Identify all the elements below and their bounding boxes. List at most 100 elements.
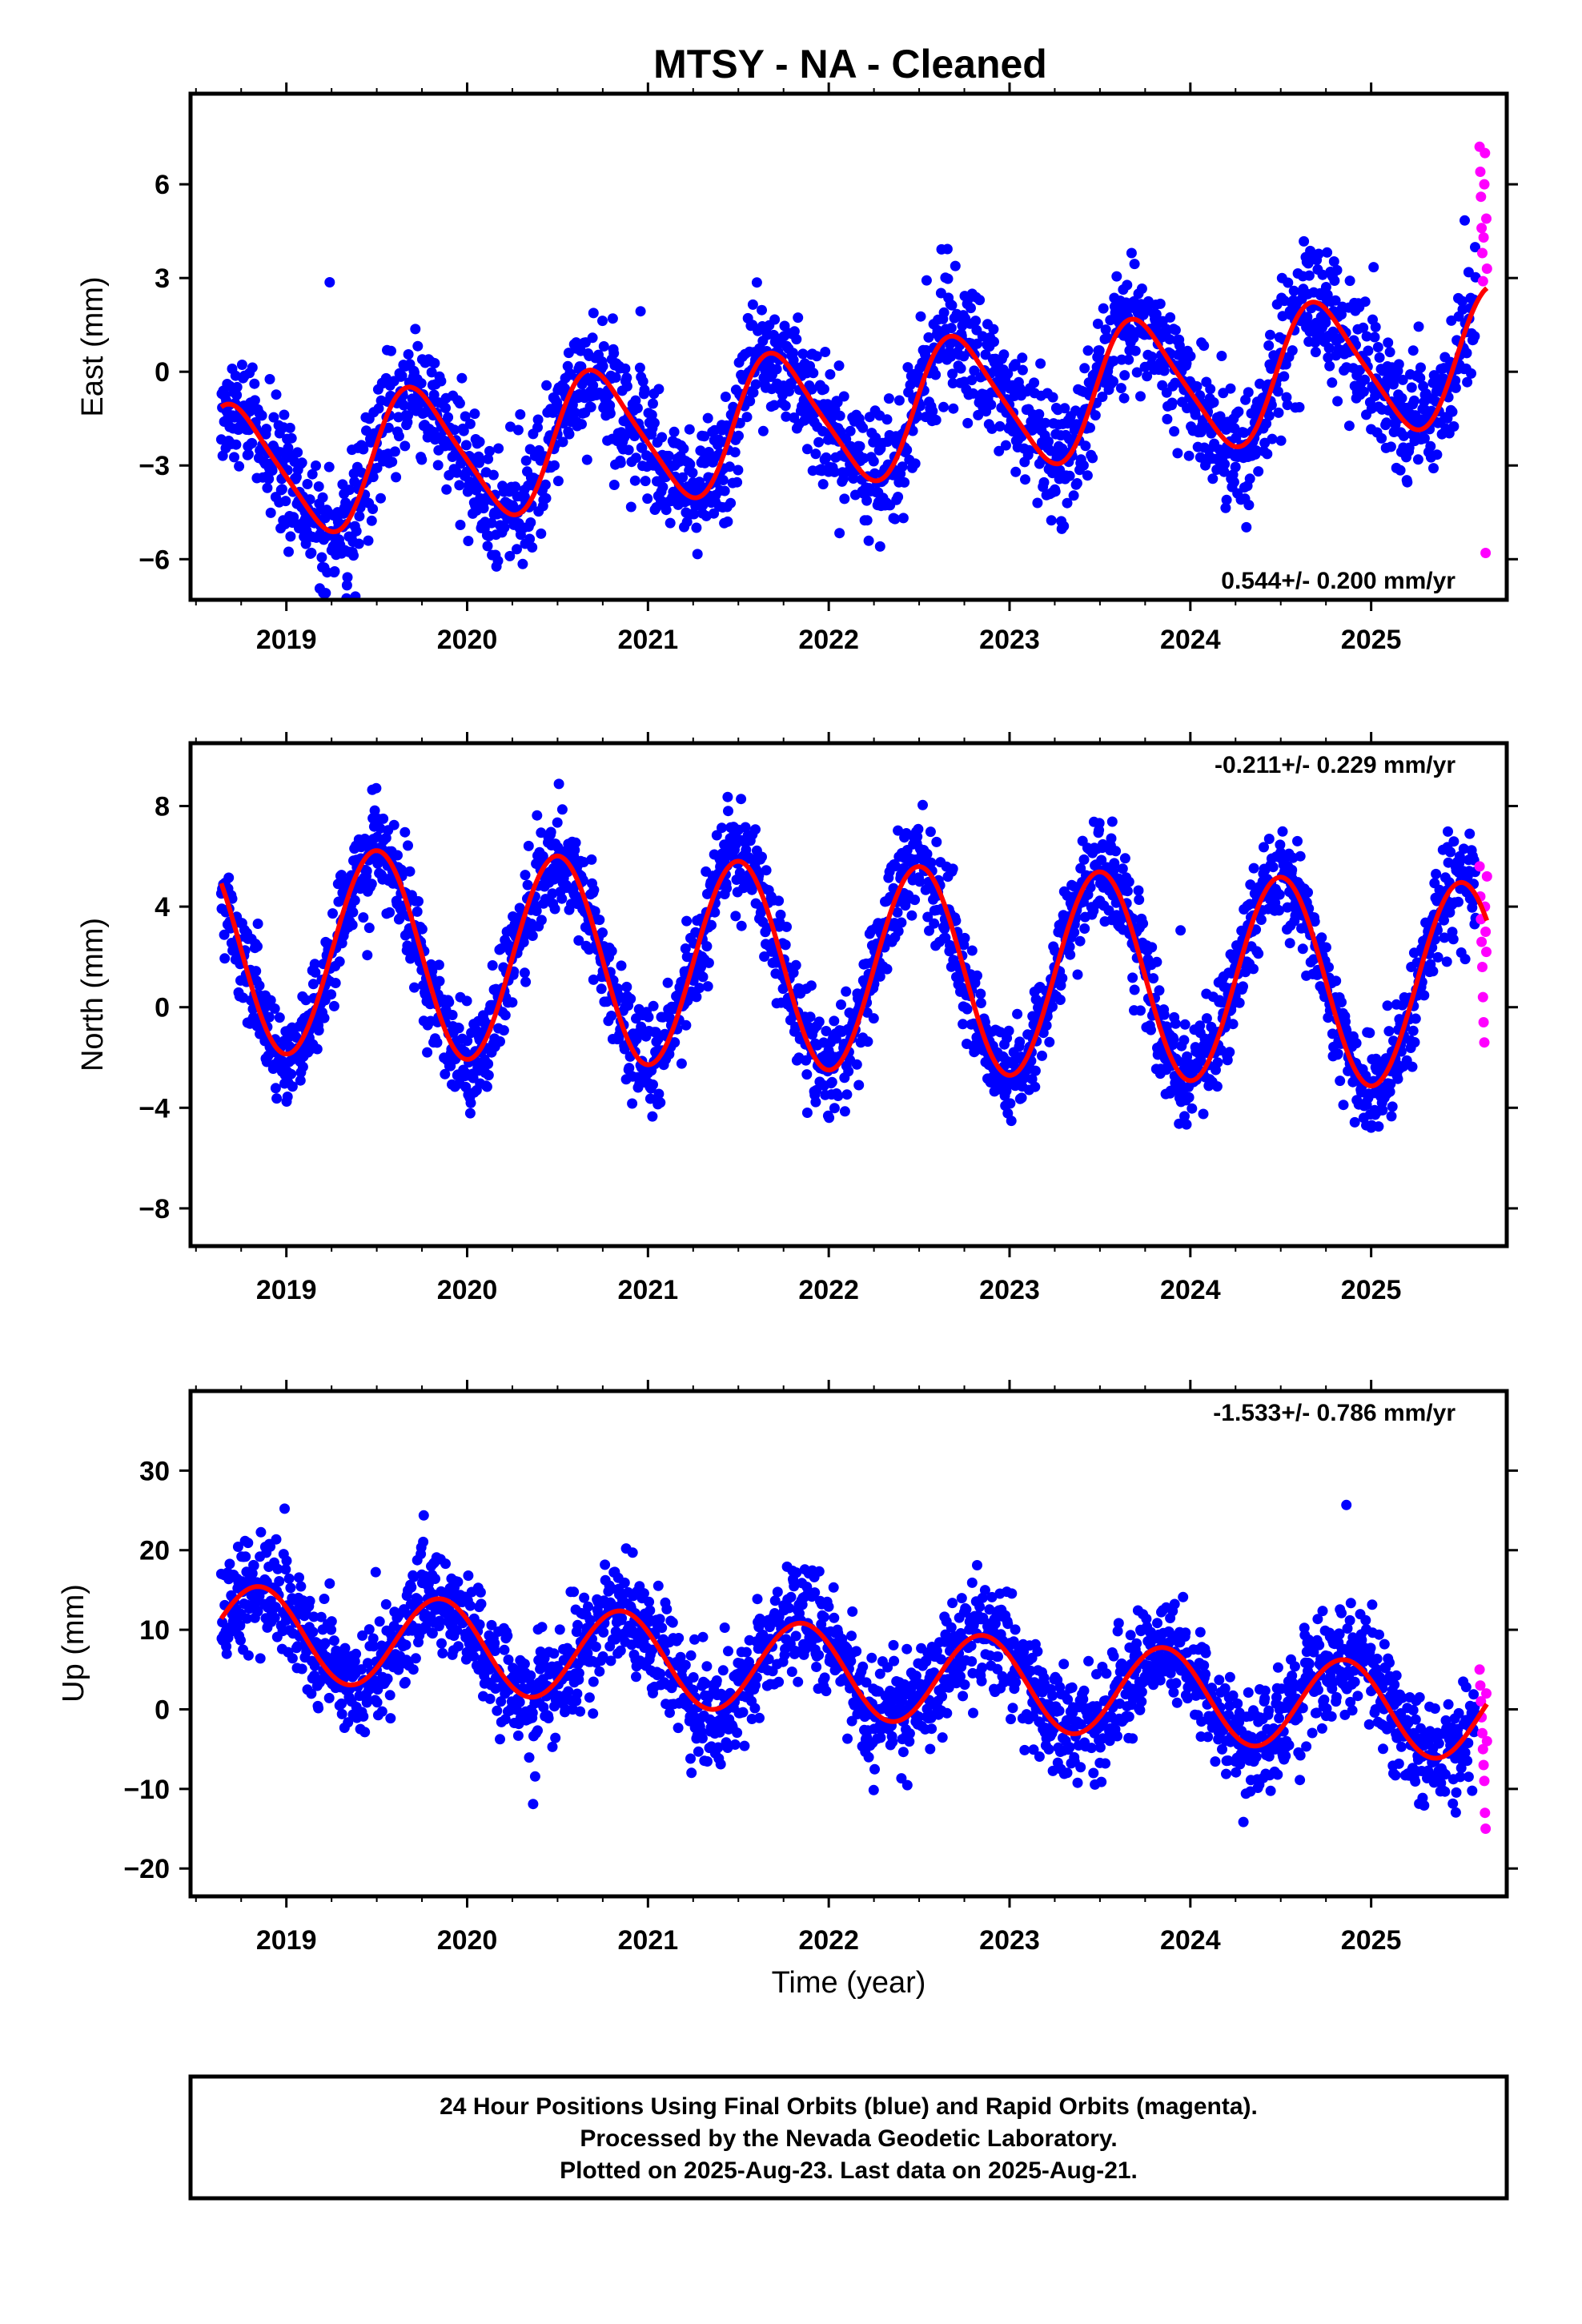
north-point (810, 1096, 821, 1108)
east-point (505, 421, 516, 432)
north-point (366, 879, 377, 890)
east-point (276, 484, 287, 495)
north-point (1072, 969, 1083, 980)
east-point (432, 460, 444, 471)
east-rapid-point (1475, 167, 1486, 177)
east-point (324, 277, 335, 287)
north-point (836, 999, 846, 1010)
east-point (1034, 408, 1045, 420)
north-point (775, 909, 786, 920)
north-point (616, 960, 627, 971)
up-point (370, 1566, 381, 1578)
north-point (925, 826, 936, 838)
north-point (552, 817, 563, 828)
east-point (1288, 285, 1299, 296)
north-point (853, 1080, 865, 1091)
north-point (403, 840, 413, 851)
north-point (914, 876, 926, 887)
east-point (825, 369, 836, 380)
north-point (1316, 932, 1327, 943)
east-point (938, 307, 950, 318)
north-point (404, 866, 416, 877)
up-point (336, 1698, 347, 1709)
north-point (1259, 842, 1269, 853)
up-point (363, 1624, 375, 1635)
east-point (243, 448, 254, 460)
east-point (386, 345, 396, 356)
north-point (1419, 990, 1430, 1001)
up-point (371, 1697, 383, 1708)
east-point (621, 380, 632, 392)
north-point (702, 981, 713, 992)
north-point (311, 1043, 323, 1055)
north-point (1096, 854, 1107, 866)
east-point (1262, 448, 1273, 460)
east-point (781, 411, 792, 422)
east-point (499, 522, 510, 533)
east-point (893, 492, 904, 502)
north-point (384, 907, 396, 918)
north-point (1224, 1047, 1235, 1058)
north-point (378, 813, 389, 824)
north-point (447, 1010, 458, 1020)
east-point (1208, 397, 1219, 408)
east-point (1273, 407, 1284, 418)
up-point (328, 1635, 339, 1647)
north-point (461, 995, 472, 1007)
east-point (699, 431, 710, 442)
east-point (1385, 441, 1396, 452)
north-point (1263, 834, 1275, 844)
north-point (1448, 836, 1460, 847)
north-point (1014, 1036, 1026, 1047)
east-point (524, 533, 536, 545)
up-point (376, 1706, 387, 1717)
east-point (387, 456, 398, 468)
east-xtick-label: 2022 (798, 625, 859, 655)
east-point (791, 334, 802, 345)
north-point (811, 1084, 822, 1096)
east-point (229, 452, 239, 463)
up-point (224, 1558, 235, 1570)
up-point (339, 1642, 351, 1654)
east-point (899, 476, 910, 488)
north-point (703, 957, 714, 968)
east-point (1398, 430, 1409, 441)
east-point (1244, 473, 1255, 485)
east-point (808, 368, 819, 379)
east-point (267, 465, 278, 476)
north-point (669, 1037, 681, 1048)
north-point (1308, 954, 1319, 965)
north-point (483, 1070, 494, 1081)
north-plot-frame (188, 741, 1509, 1248)
north-point (1323, 962, 1334, 973)
east-point (631, 452, 641, 464)
north-point (648, 1079, 658, 1090)
up-point (359, 1727, 371, 1738)
north-point (483, 1059, 494, 1069)
east-point (947, 368, 958, 380)
up-point (361, 1697, 372, 1708)
north-point (1453, 896, 1464, 907)
east-point (279, 409, 290, 420)
up-point (285, 1582, 296, 1594)
up-point (296, 1663, 307, 1675)
north-point (520, 976, 532, 987)
north-point (495, 1036, 505, 1047)
east-point (1057, 443, 1068, 454)
north-point (536, 915, 547, 926)
east-point (663, 450, 674, 461)
east-point (1359, 296, 1371, 308)
north-point (1075, 862, 1086, 874)
east-point (1393, 359, 1404, 370)
up-point (265, 1541, 276, 1552)
north-rapid-point (1477, 991, 1488, 1003)
up-point (269, 1612, 280, 1623)
east-point (1017, 352, 1028, 364)
east-point (517, 558, 528, 569)
north-point (520, 870, 531, 881)
north-point (1041, 1020, 1052, 1031)
north-point (1198, 1108, 1209, 1120)
east-point (443, 412, 454, 423)
north-point (1117, 863, 1128, 875)
